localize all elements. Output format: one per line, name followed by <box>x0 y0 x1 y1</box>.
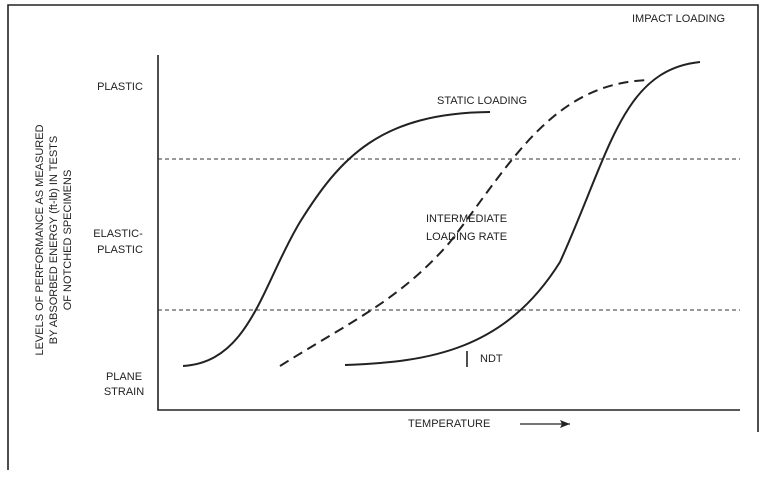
level-label: PLASTIC <box>97 244 143 256</box>
curve-label: LOADING RATE <box>426 231 507 243</box>
level-label: ELASTIC- <box>93 228 143 240</box>
curve-label: IMPACT LOADING <box>632 13 725 25</box>
curve-label: INTERMEDIATE <box>426 213 507 225</box>
arrow-head <box>560 420 570 428</box>
frame <box>7 4 759 470</box>
y-axis-label-line: OF NOTCHED SPECIMENS <box>62 170 74 311</box>
intermediate-curve <box>279 79 651 367</box>
level-label: PLANE <box>106 371 142 383</box>
impact-curve <box>344 61 701 366</box>
static-curve <box>182 111 491 367</box>
curve-label: NDT <box>480 353 503 365</box>
y-axis-label-line: BY ABSORBED ENERGY (ft-lb) IN TESTS <box>48 136 60 344</box>
y-axis-label: LEVELS OF PERFORMANCE AS MEASURED BY ABS… <box>34 124 74 355</box>
curve-label: STATIC LOADING <box>437 95 527 107</box>
y-axis-label-line: LEVELS OF PERFORMANCE AS MEASURED <box>34 124 46 355</box>
axes <box>157 55 740 411</box>
level-label: STRAIN <box>104 386 144 398</box>
level-label: PLASTIC <box>97 81 143 93</box>
x-axis-label: TEMPERATURE <box>408 418 490 430</box>
